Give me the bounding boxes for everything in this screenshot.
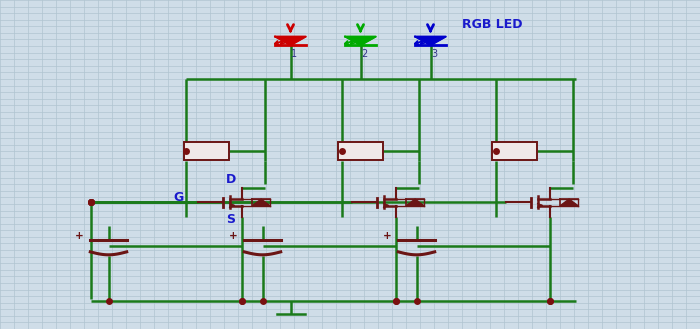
Polygon shape [406, 199, 424, 206]
Text: RGB LED: RGB LED [462, 18, 522, 31]
Text: +: + [75, 231, 83, 241]
Text: 2: 2 [361, 49, 367, 59]
Text: G: G [174, 191, 184, 204]
Text: +: + [383, 231, 391, 241]
Bar [491, 142, 538, 160]
Text: S: S [226, 213, 235, 226]
Text: 3: 3 [431, 49, 437, 59]
Polygon shape [415, 37, 446, 45]
Polygon shape [345, 37, 376, 45]
Polygon shape [275, 37, 306, 45]
Text: +: + [229, 231, 237, 241]
Polygon shape [252, 199, 270, 206]
Bar [183, 142, 229, 160]
Text: D: D [226, 173, 237, 187]
Bar [337, 142, 384, 160]
Polygon shape [560, 199, 578, 206]
Text: 1: 1 [291, 49, 297, 59]
